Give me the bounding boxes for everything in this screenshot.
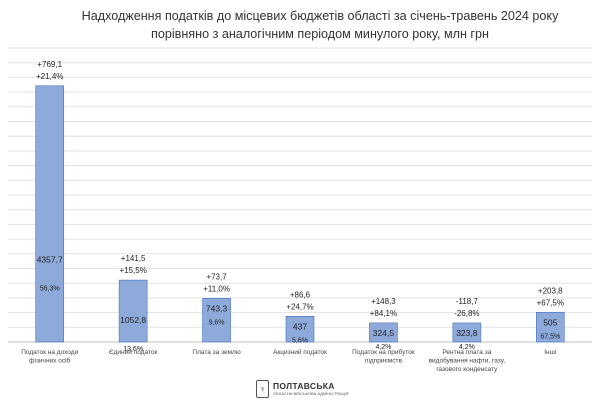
category-label: Податок на доходи: [21, 349, 78, 356]
category-label: видобування нафти, газу,: [429, 357, 506, 365]
category-label: Акцизний податок: [273, 348, 327, 356]
trident-emblem-icon: ♆: [256, 380, 269, 398]
bar-value-label: 323,8: [456, 328, 478, 338]
change-abs-label: +148,3: [371, 297, 396, 306]
bar: [285, 316, 315, 343]
bar: [118, 279, 148, 343]
bar: [202, 297, 231, 343]
category-label: Плата за землю: [192, 349, 240, 356]
bar: [535, 312, 565, 343]
bar: [35, 85, 65, 343]
change-abs-label: -118,7: [456, 297, 479, 306]
chart-title-line-1: Надходження податків до місцевих бюджеті…: [81, 9, 559, 23]
bar-share-label: 9,6%: [209, 319, 225, 326]
change-pct-label: +84,1%: [370, 309, 397, 318]
bar-share-label: 13,6%: [123, 346, 143, 353]
category-label: фізичних осіб: [29, 357, 70, 365]
logo-name: ПОЛТАВСЬКА: [273, 381, 335, 392]
change-pct-label: -26,8%: [454, 309, 479, 318]
category-label: підприємств: [365, 357, 403, 365]
change-pct-label: +24,7%: [286, 302, 313, 311]
bar-value-label: 743,3: [206, 303, 228, 313]
change-abs-label: +203,8: [538, 286, 563, 295]
chart-title-line-2: порівняно з аналогічним періодом минулог…: [151, 27, 489, 41]
category-label: Податок на прибуток: [352, 348, 415, 356]
bar-value-label: 505: [543, 317, 557, 327]
change-abs-label: +86,6: [290, 290, 311, 299]
category-label: Єдиний податок: [109, 348, 158, 356]
change-abs-label: +769,1: [37, 60, 62, 69]
change-pct-label: +15,5%: [119, 266, 146, 275]
change-pct-label: +11,0%: [203, 284, 230, 293]
bar: [452, 322, 482, 343]
bar-value-label: 4357,7: [37, 255, 63, 265]
change-abs-label: +141,5: [121, 254, 146, 263]
bar-share-label: 4,2%: [375, 344, 391, 351]
category-label: Інші: [544, 348, 556, 356]
chart-title: Надходження податків до місцевих бюджеті…: [40, 7, 600, 43]
logo-subtitle: ОБЛАСНА ВІЙСЬКОВА АДМІНІСТРАЦІЯ: [273, 390, 349, 396]
change-pct-label: +67,5%: [537, 298, 564, 307]
bar-share-label: 56,3%: [40, 286, 60, 293]
category-label: газового конденсату: [436, 366, 498, 373]
bar-share-label: 67,5%: [540, 333, 560, 340]
bar-value-label: 324,5: [373, 328, 395, 338]
logo: ♆ ПОЛТАВСЬКА ОБЛАСНА ВІЙСЬКОВА АДМІНІСТР…: [256, 378, 349, 400]
change-abs-label: +73,7: [206, 272, 227, 281]
category-label: Рентна плата за: [442, 349, 491, 356]
bar-value-label: 437: [293, 321, 307, 331]
bar: [369, 322, 398, 343]
bar-value-label: 1052,8: [120, 315, 146, 325]
change-pct-label: +21,4%: [36, 72, 63, 81]
bar-share-label: 5,6%: [292, 337, 308, 344]
bar-share-label: 4,2%: [459, 344, 475, 351]
